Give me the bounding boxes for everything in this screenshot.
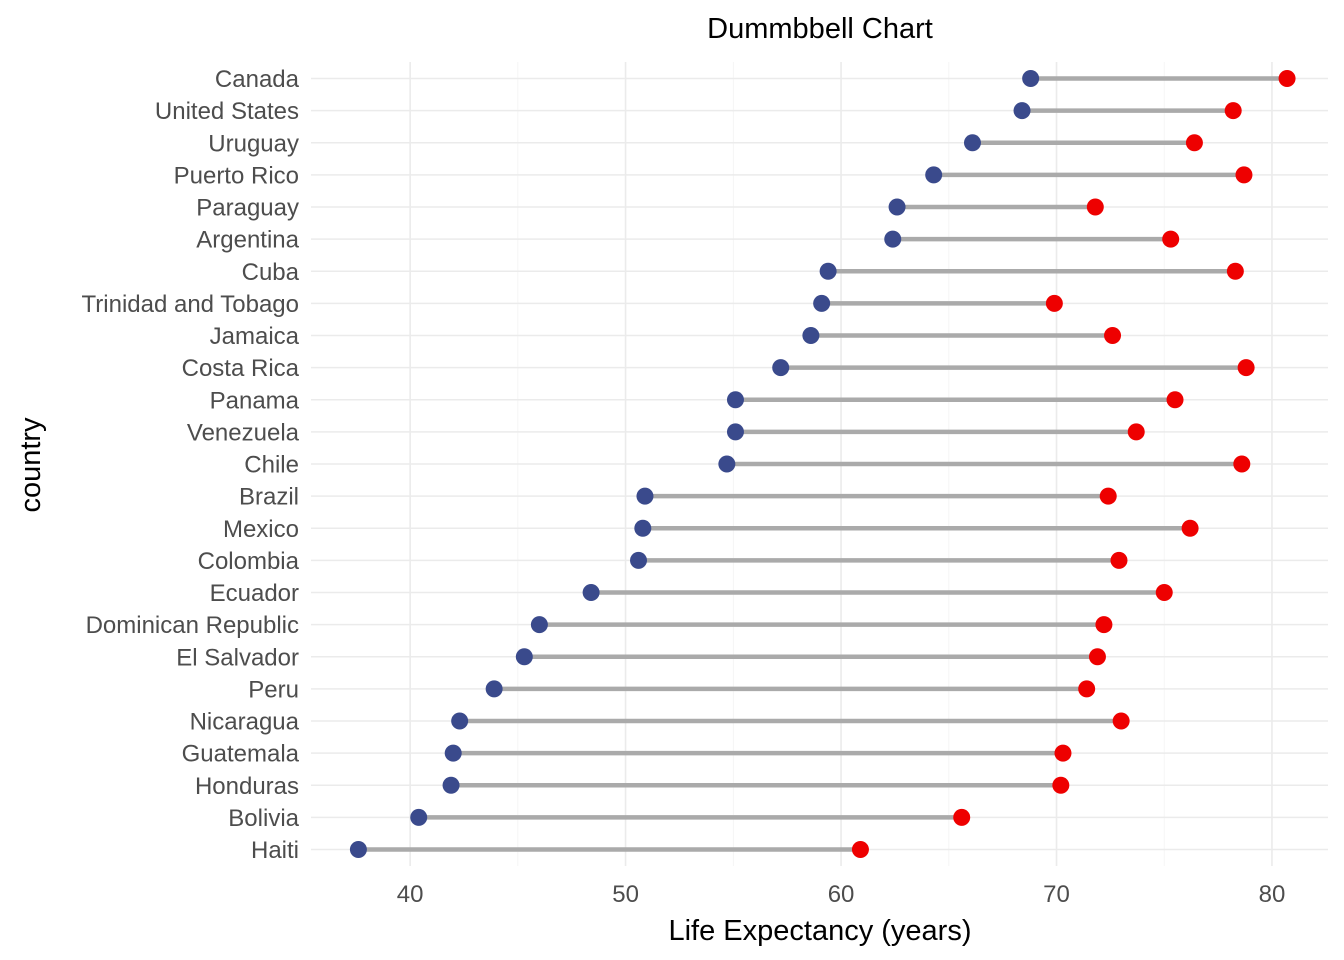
end-points bbox=[851, 70, 1296, 858]
end-point-argentina bbox=[1162, 230, 1180, 248]
end-point-costa-rica bbox=[1237, 359, 1255, 377]
end-point-uruguay bbox=[1185, 134, 1203, 152]
start-point-argentina bbox=[884, 230, 902, 248]
start-point-costa-rica bbox=[772, 359, 790, 377]
y-tick-label-trinidad-and-tobago: Trinidad and Tobago bbox=[82, 291, 300, 318]
end-point-canada bbox=[1278, 70, 1296, 87]
y-tick-label-colombia: Colombia bbox=[198, 548, 300, 575]
x-tick-label: 50 bbox=[612, 881, 639, 908]
end-point-guatemala bbox=[1054, 744, 1072, 762]
end-point-venezuela bbox=[1127, 423, 1145, 441]
y-tick-label-argentina: Argentina bbox=[196, 227, 299, 254]
end-point-united-states bbox=[1224, 102, 1242, 120]
start-point-jamaica bbox=[802, 327, 820, 344]
y-tick-label-haiti: Haiti bbox=[251, 837, 299, 864]
start-point-ecuador bbox=[582, 584, 600, 601]
y-axis-tick-labels: Canada United States Uruguay Puerto Rico Par… bbox=[82, 66, 300, 864]
start-point-canada bbox=[1022, 70, 1040, 87]
end-point-ecuador bbox=[1155, 584, 1173, 601]
start-point-paraguay bbox=[888, 198, 906, 216]
y-tick-label-brazil: Brazil bbox=[239, 484, 299, 511]
end-point-dominican-republic bbox=[1095, 616, 1113, 634]
end-point-panama bbox=[1166, 391, 1184, 409]
start-point-venezuela bbox=[726, 423, 744, 441]
end-point-paraguay bbox=[1086, 198, 1104, 216]
end-point-el-salvador bbox=[1088, 648, 1106, 666]
x-tick-label: 80 bbox=[1259, 881, 1286, 908]
y-tick-label-mexico: Mexico bbox=[223, 516, 299, 543]
start-point-nicaragua bbox=[451, 712, 469, 730]
start-point-panama bbox=[726, 391, 744, 409]
y-axis-title: country bbox=[15, 417, 47, 513]
end-point-bolivia bbox=[953, 808, 971, 826]
start-point-puerto-rico bbox=[925, 166, 943, 184]
end-point-haiti bbox=[851, 841, 869, 858]
end-point-honduras bbox=[1052, 776, 1070, 794]
y-tick-label-honduras: Honduras bbox=[195, 773, 299, 800]
start-point-el-salvador bbox=[515, 648, 533, 666]
start-point-uruguay bbox=[963, 134, 981, 152]
start-points bbox=[349, 70, 1040, 858]
chart-title: Dummbbell Chart bbox=[707, 13, 933, 45]
end-point-jamaica bbox=[1104, 327, 1122, 344]
start-point-bolivia bbox=[410, 808, 428, 826]
start-point-cuba bbox=[819, 262, 837, 280]
y-tick-label-uruguay: Uruguay bbox=[208, 130, 299, 157]
end-point-cuba bbox=[1226, 262, 1244, 280]
y-tick-label-costa-rica: Costa Rica bbox=[182, 355, 300, 382]
start-point-honduras bbox=[442, 776, 460, 794]
start-point-dominican-republic bbox=[530, 616, 548, 634]
start-point-mexico bbox=[634, 519, 652, 537]
x-tick-label: 70 bbox=[1043, 881, 1070, 908]
y-tick-label-cuba: Cuba bbox=[242, 259, 300, 286]
y-tick-label-peru: Peru bbox=[248, 676, 299, 703]
y-tick-label-nicaragua: Nicaragua bbox=[190, 709, 300, 736]
y-tick-label-panama: Panama bbox=[210, 387, 300, 414]
x-axis-tick-labels: 40 50 60 70 80 bbox=[397, 881, 1286, 908]
x-tick-label: 40 bbox=[397, 881, 424, 908]
end-point-nicaragua bbox=[1112, 712, 1130, 730]
end-point-peru bbox=[1078, 680, 1096, 698]
start-point-brazil bbox=[636, 487, 654, 505]
start-point-haiti bbox=[349, 841, 367, 858]
start-point-united-states bbox=[1013, 102, 1031, 120]
end-point-chile bbox=[1233, 455, 1251, 473]
y-tick-label-ecuador: Ecuador bbox=[210, 580, 299, 607]
y-tick-label-paraguay: Paraguay bbox=[196, 195, 299, 222]
x-axis-title: Life Expectancy (years) bbox=[668, 915, 971, 947]
x-tick-label: 60 bbox=[828, 881, 855, 908]
y-tick-label-dominican-republic: Dominican Republic bbox=[86, 612, 299, 639]
y-tick-label-el-salvador: El Salvador bbox=[176, 644, 299, 671]
start-point-trinidad-and-tobago bbox=[813, 294, 831, 312]
y-tick-label-chile: Chile bbox=[244, 452, 299, 479]
y-tick-label-canada: Canada bbox=[215, 66, 300, 93]
y-tick-label-jamaica: Jamaica bbox=[210, 323, 300, 350]
end-point-puerto-rico bbox=[1235, 166, 1253, 184]
end-point-brazil bbox=[1099, 487, 1117, 505]
end-point-trinidad-and-tobago bbox=[1045, 294, 1063, 312]
end-point-colombia bbox=[1110, 551, 1128, 569]
start-point-colombia bbox=[630, 551, 648, 569]
y-tick-label-venezuela: Venezuela bbox=[187, 419, 300, 446]
start-point-guatemala bbox=[444, 744, 462, 762]
start-point-chile bbox=[718, 455, 736, 473]
y-tick-label-guatemala: Guatemala bbox=[182, 741, 300, 768]
y-tick-label-bolivia: Bolivia bbox=[228, 805, 299, 832]
y-tick-label-united-states: United States bbox=[155, 98, 299, 125]
dumbbell-segments bbox=[358, 76, 1288, 852]
start-point-peru bbox=[485, 680, 503, 698]
end-point-mexico bbox=[1181, 519, 1199, 537]
y-tick-label-puerto-rico: Puerto Rico bbox=[174, 162, 299, 189]
